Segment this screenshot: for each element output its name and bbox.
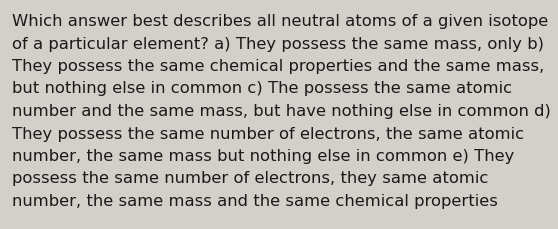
- Text: number, the same mass but nothing else in common e) They: number, the same mass but nothing else i…: [12, 148, 514, 163]
- Text: Which answer best describes all neutral atoms of a given isotope: Which answer best describes all neutral …: [12, 14, 549, 29]
- Text: They possess the same number of electrons, the same atomic: They possess the same number of electron…: [12, 126, 524, 141]
- Text: number and the same mass, but have nothing else in common d): number and the same mass, but have nothi…: [12, 104, 551, 118]
- Text: They possess the same chemical properties and the same mass,: They possess the same chemical propertie…: [12, 59, 544, 74]
- Text: but nothing else in common c) The possess the same atomic: but nothing else in common c) The posses…: [12, 81, 512, 96]
- Text: number, the same mass and the same chemical properties: number, the same mass and the same chemi…: [12, 193, 498, 208]
- Text: of a particular element? a) They possess the same mass, only b): of a particular element? a) They possess…: [12, 36, 544, 51]
- Text: possess the same number of electrons, they same atomic: possess the same number of electrons, th…: [12, 171, 488, 186]
